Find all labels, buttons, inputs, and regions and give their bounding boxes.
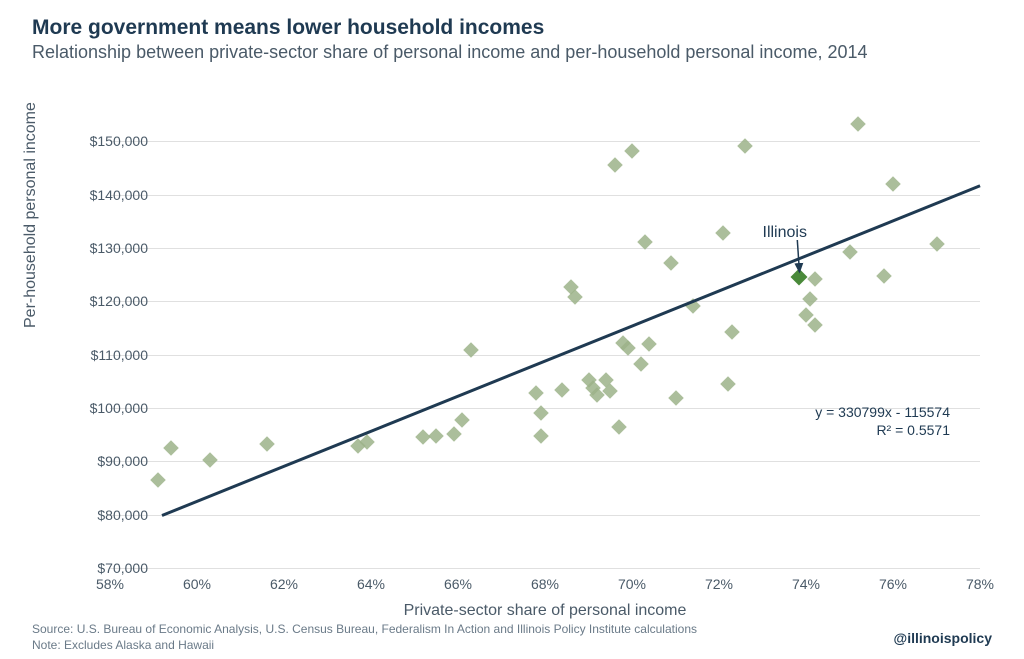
marker — [633, 356, 649, 372]
marker — [624, 143, 640, 159]
marker — [737, 138, 753, 154]
x-tick: 66% — [444, 576, 472, 592]
marker — [150, 472, 166, 488]
y-axis-label: Per-household personal income — [22, 102, 40, 328]
marker — [716, 225, 732, 241]
marker — [842, 244, 858, 260]
gridline — [110, 461, 980, 462]
chart-subtitle: Relationship between private-sector shar… — [32, 42, 868, 63]
plot-area — [110, 88, 980, 568]
marker — [611, 419, 627, 435]
y-tick: $130,000 — [68, 240, 148, 256]
x-tick: 70% — [618, 576, 646, 592]
marker — [163, 440, 179, 456]
marker — [807, 318, 823, 334]
y-tick: $110,000 — [68, 347, 148, 363]
x-tick: 68% — [531, 576, 559, 592]
marker — [803, 291, 819, 307]
marker — [529, 385, 545, 401]
marker — [259, 436, 275, 452]
gridline — [110, 195, 980, 196]
marker — [850, 116, 866, 132]
marker — [428, 428, 444, 444]
x-tick: 78% — [966, 576, 994, 592]
x-tick: 72% — [705, 576, 733, 592]
x-tick: 58% — [96, 576, 124, 592]
note-text: Note: Excludes Alaska and Hawaii — [32, 638, 214, 652]
marker-highlight — [791, 269, 808, 286]
x-axis-label: Private-sector share of personal income — [404, 602, 687, 620]
marker — [642, 336, 658, 352]
gridline — [110, 568, 980, 569]
annotation-label: Illinois — [763, 224, 807, 242]
y-tick: $90,000 — [68, 453, 148, 469]
marker — [724, 324, 740, 340]
chart-title: More government means lower household in… — [32, 16, 544, 40]
x-tick: 64% — [357, 576, 385, 592]
marker — [555, 382, 571, 398]
marker — [807, 271, 823, 287]
y-tick: $70,000 — [68, 560, 148, 576]
marker — [463, 343, 479, 359]
gridline — [110, 141, 980, 142]
marker — [663, 255, 679, 271]
trend-r-squared: R² = 0.5571 — [876, 422, 950, 438]
marker — [885, 176, 901, 192]
trend-line — [162, 184, 981, 516]
marker — [877, 268, 893, 284]
marker — [607, 158, 623, 174]
marker — [720, 376, 736, 392]
y-tick: $140,000 — [68, 187, 148, 203]
y-tick: $150,000 — [68, 133, 148, 149]
gridline — [110, 515, 980, 516]
marker — [929, 236, 945, 252]
marker — [668, 391, 684, 407]
gridline — [110, 355, 980, 356]
x-tick: 76% — [879, 576, 907, 592]
twitter-handle: @illinoispolicy — [894, 630, 992, 646]
y-tick: $100,000 — [68, 400, 148, 416]
marker — [446, 426, 462, 442]
gridline — [110, 301, 980, 302]
x-tick: 62% — [270, 576, 298, 592]
source-text: Source: U.S. Bureau of Economic Analysis… — [32, 622, 697, 636]
y-tick: $80,000 — [68, 507, 148, 523]
marker — [533, 428, 549, 444]
marker — [202, 452, 218, 468]
marker — [455, 412, 471, 428]
x-tick: 60% — [183, 576, 211, 592]
x-tick: 74% — [792, 576, 820, 592]
trend-equation: y = 330799x - 115574 — [815, 404, 950, 420]
y-tick: $120,000 — [68, 293, 148, 309]
